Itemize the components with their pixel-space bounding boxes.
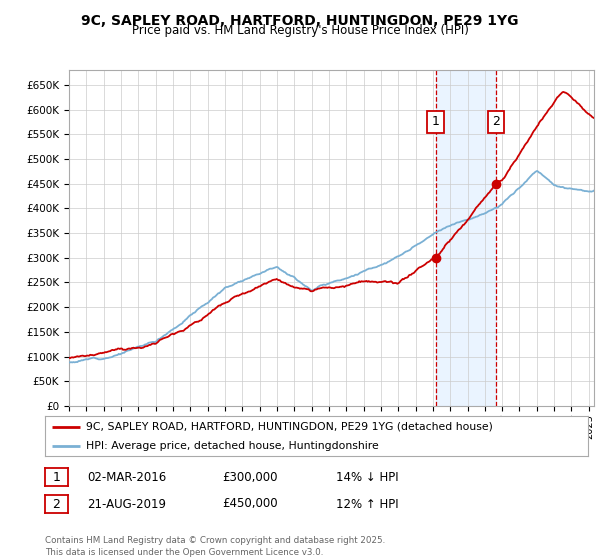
Text: £450,000: £450,000 [222, 497, 278, 511]
Text: 1: 1 [52, 470, 61, 484]
Text: 9C, SAPLEY ROAD, HARTFORD, HUNTINGDON, PE29 1YG: 9C, SAPLEY ROAD, HARTFORD, HUNTINGDON, P… [81, 14, 519, 28]
Text: Price paid vs. HM Land Registry's House Price Index (HPI): Price paid vs. HM Land Registry's House … [131, 24, 469, 37]
Text: 9C, SAPLEY ROAD, HARTFORD, HUNTINGDON, PE29 1YG (detached house): 9C, SAPLEY ROAD, HARTFORD, HUNTINGDON, P… [86, 422, 493, 432]
Text: 21-AUG-2019: 21-AUG-2019 [87, 497, 166, 511]
Bar [436, 70, 496, 406]
Text: 12% ↑ HPI: 12% ↑ HPI [336, 497, 398, 511]
Text: Contains HM Land Registry data © Crown copyright and database right 2025.
This d: Contains HM Land Registry data © Crown c… [45, 536, 385, 557]
Text: 02-MAR-2016: 02-MAR-2016 [87, 470, 166, 484]
Text: 2: 2 [52, 497, 61, 511]
Text: 1: 1 [432, 115, 440, 128]
Text: 14% ↓ HPI: 14% ↓ HPI [336, 470, 398, 484]
Text: 2: 2 [492, 115, 500, 128]
Text: £300,000: £300,000 [222, 470, 277, 484]
Text: HPI: Average price, detached house, Huntingdonshire: HPI: Average price, detached house, Hunt… [86, 441, 379, 450]
